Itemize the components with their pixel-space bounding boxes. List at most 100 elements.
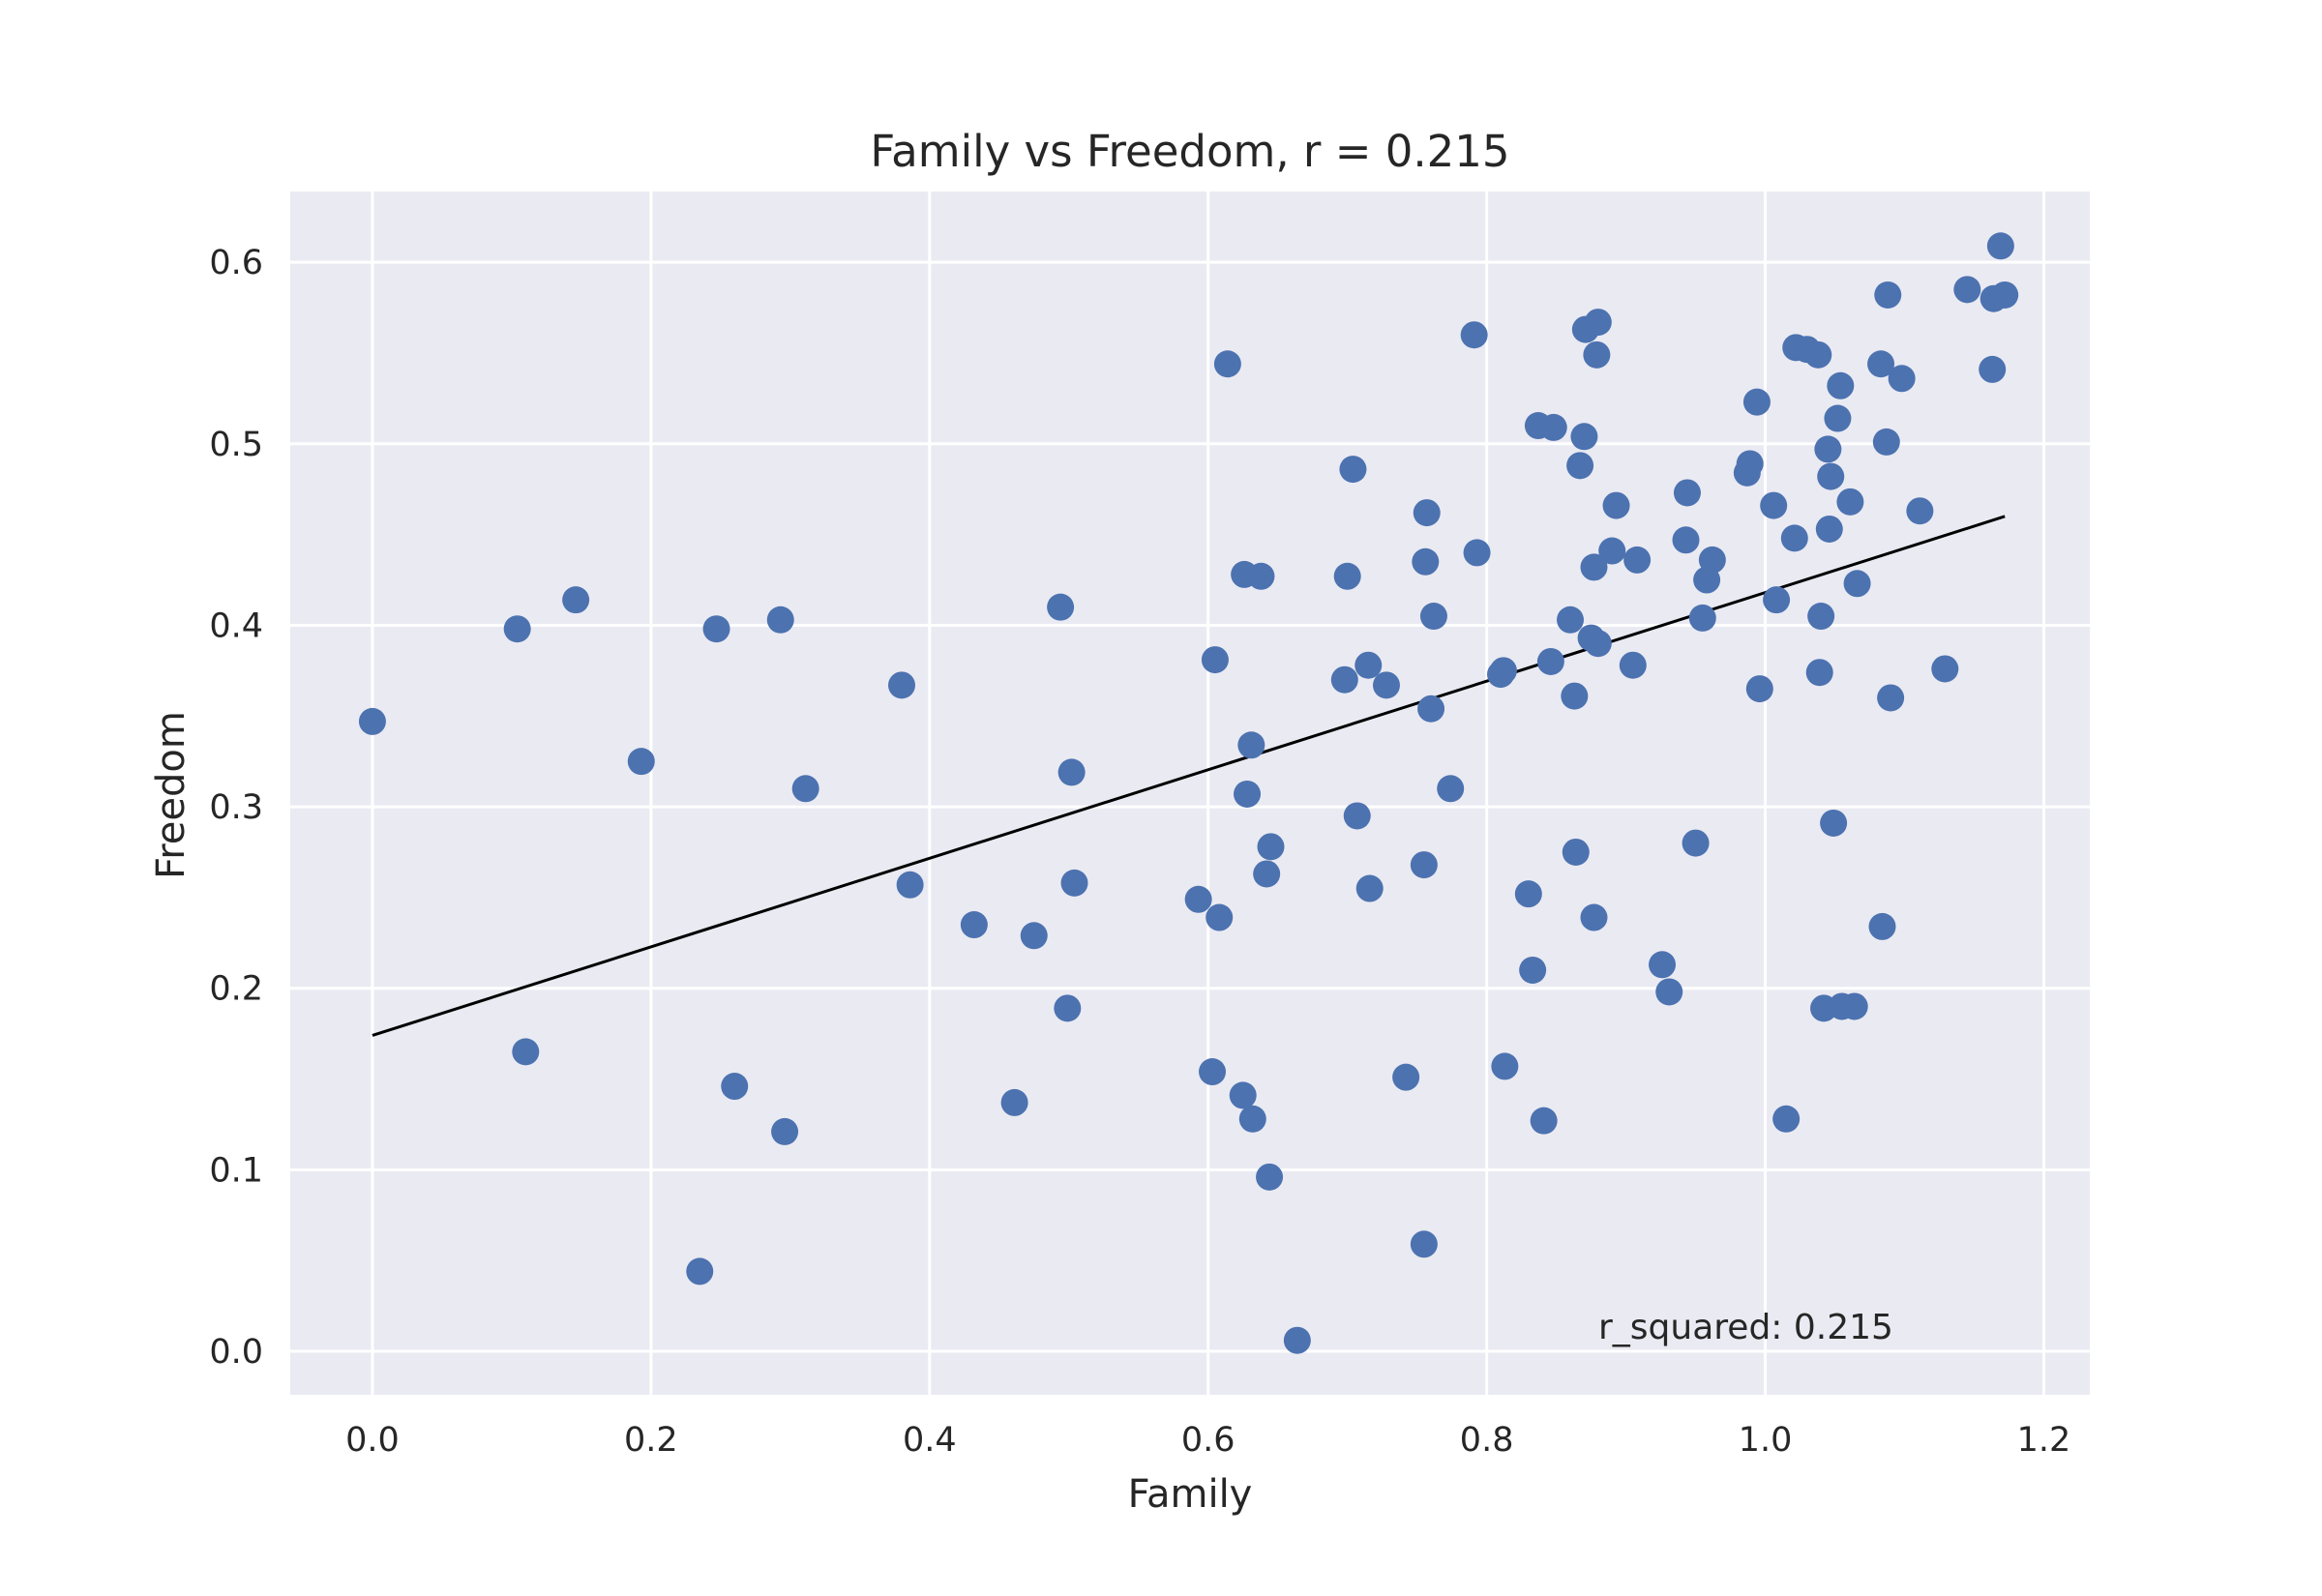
scatter-points (358, 232, 2019, 1354)
data-point (1539, 413, 1567, 441)
data-point (1000, 1088, 1028, 1116)
data-point (1419, 603, 1447, 631)
data-point (1602, 491, 1630, 519)
data-point (1330, 665, 1358, 694)
data-point (1463, 539, 1491, 567)
data-point (1057, 758, 1086, 786)
data-point (1698, 546, 1726, 574)
data-point (1491, 1052, 1519, 1080)
data-point (1536, 647, 1564, 675)
data-point (1655, 978, 1683, 1006)
data-point (1570, 423, 1598, 451)
data-point (1354, 651, 1383, 679)
data-point (1060, 869, 1088, 897)
data-point (1343, 802, 1371, 830)
data-point (1020, 922, 1048, 950)
data-point (1514, 880, 1542, 908)
data-point (702, 615, 730, 643)
data-point (1557, 606, 1585, 634)
data-point (1489, 657, 1517, 685)
data-point (562, 586, 590, 614)
data-point (771, 1117, 799, 1145)
x-tick-label: 0.8 (1460, 1421, 1514, 1460)
data-point (1805, 659, 1833, 687)
data-point (1867, 350, 1895, 378)
data-point (1673, 479, 1701, 507)
x-tick-label: 0.0 (345, 1421, 400, 1460)
data-point (1184, 885, 1212, 913)
data-point (1437, 775, 1465, 803)
data-point (1649, 951, 1677, 979)
data-point (1566, 452, 1594, 480)
x-tick-label: 1.0 (1739, 1421, 1793, 1460)
data-point (896, 871, 924, 899)
data-point (1199, 1058, 1227, 1086)
data-point (1584, 630, 1612, 658)
data-point (512, 1038, 540, 1066)
x-tick-label: 0.6 (1181, 1421, 1235, 1460)
data-point (1412, 547, 1440, 576)
y-tick-label: 0.1 (209, 1151, 263, 1190)
data-point (1562, 838, 1590, 866)
data-point (1682, 829, 1710, 857)
data-point (686, 1257, 714, 1286)
data-point (1238, 1105, 1266, 1133)
data-point (1807, 603, 1835, 631)
data-point (1820, 809, 1848, 837)
data-point (503, 615, 531, 643)
y-tick-label: 0.4 (209, 606, 263, 645)
data-point (1888, 365, 1916, 393)
data-point (766, 606, 794, 634)
data-point (1247, 562, 1275, 590)
data-point (1372, 671, 1400, 699)
data-point (1410, 851, 1438, 879)
data-point (1339, 456, 1367, 484)
data-point (1672, 526, 1700, 554)
data-point (1836, 488, 1864, 516)
y-axis-label: Freedom (149, 711, 194, 879)
data-point (1229, 1081, 1257, 1109)
r-squared-annotation: r_squared: 0.215 (1598, 1308, 1893, 1347)
data-point (1877, 684, 1905, 712)
data-point (1827, 371, 1855, 399)
data-point (1817, 462, 1845, 490)
data-point (721, 1073, 749, 1101)
data-point (1234, 780, 1262, 808)
data-point (1868, 912, 1896, 940)
y-tick-labels: 0.0 0.1 0.2 0.3 0.4 0.5 0.6 (209, 244, 263, 1372)
plot-background (290, 192, 2090, 1395)
x-tick-label: 0.4 (903, 1421, 957, 1460)
x-tick-labels: 0.0 0.2 0.4 0.6 0.8 1.0 1.2 (345, 1421, 2070, 1460)
data-point (1736, 450, 1764, 478)
data-point (358, 707, 386, 735)
data-point (1986, 232, 2014, 260)
data-point (1824, 404, 1852, 432)
x-tick-label: 0.2 (624, 1421, 678, 1460)
data-point (1931, 655, 1959, 683)
data-point (1763, 586, 1791, 614)
data-point (791, 775, 819, 803)
data-point (1760, 491, 1788, 519)
y-tick-label: 0.2 (209, 970, 263, 1009)
y-tick-label: 0.0 (209, 1333, 263, 1372)
data-point (1623, 546, 1652, 574)
data-point (1583, 340, 1611, 369)
data-point (1253, 860, 1281, 888)
data-point (1814, 435, 1842, 463)
data-point (1580, 903, 1608, 931)
data-point (1688, 604, 1716, 632)
x-tick-label: 1.2 (2017, 1421, 2071, 1460)
data-point (1772, 1105, 1801, 1133)
data-point (1815, 515, 1843, 543)
data-point (1417, 695, 1445, 723)
data-point (1333, 562, 1361, 590)
data-point (1355, 874, 1384, 902)
y-tick-label: 0.3 (209, 788, 263, 827)
data-point (1874, 281, 1902, 309)
data-point (1953, 276, 1981, 304)
data-point (887, 671, 915, 699)
data-point (1054, 994, 1082, 1022)
data-point (1840, 992, 1868, 1020)
